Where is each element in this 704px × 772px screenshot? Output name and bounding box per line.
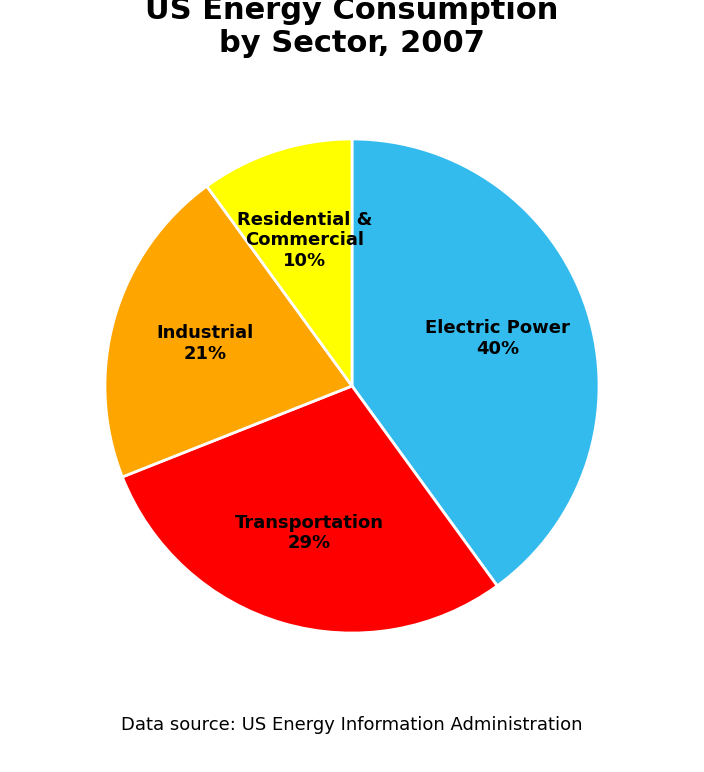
- Text: Transportation
29%: Transportation 29%: [234, 513, 384, 553]
- Text: Industrial
21%: Industrial 21%: [156, 324, 253, 363]
- Title: US Energy Consumption
by Sector, 2007: US Energy Consumption by Sector, 2007: [145, 0, 559, 58]
- Text: Electric Power
40%: Electric Power 40%: [425, 320, 570, 358]
- Wedge shape: [352, 139, 599, 586]
- Wedge shape: [207, 139, 352, 386]
- Wedge shape: [122, 386, 497, 633]
- Text: Data source: US Energy Information Administration: Data source: US Energy Information Admin…: [121, 716, 583, 733]
- Wedge shape: [105, 186, 352, 477]
- Text: Residential &
Commercial
10%: Residential & Commercial 10%: [237, 211, 372, 270]
